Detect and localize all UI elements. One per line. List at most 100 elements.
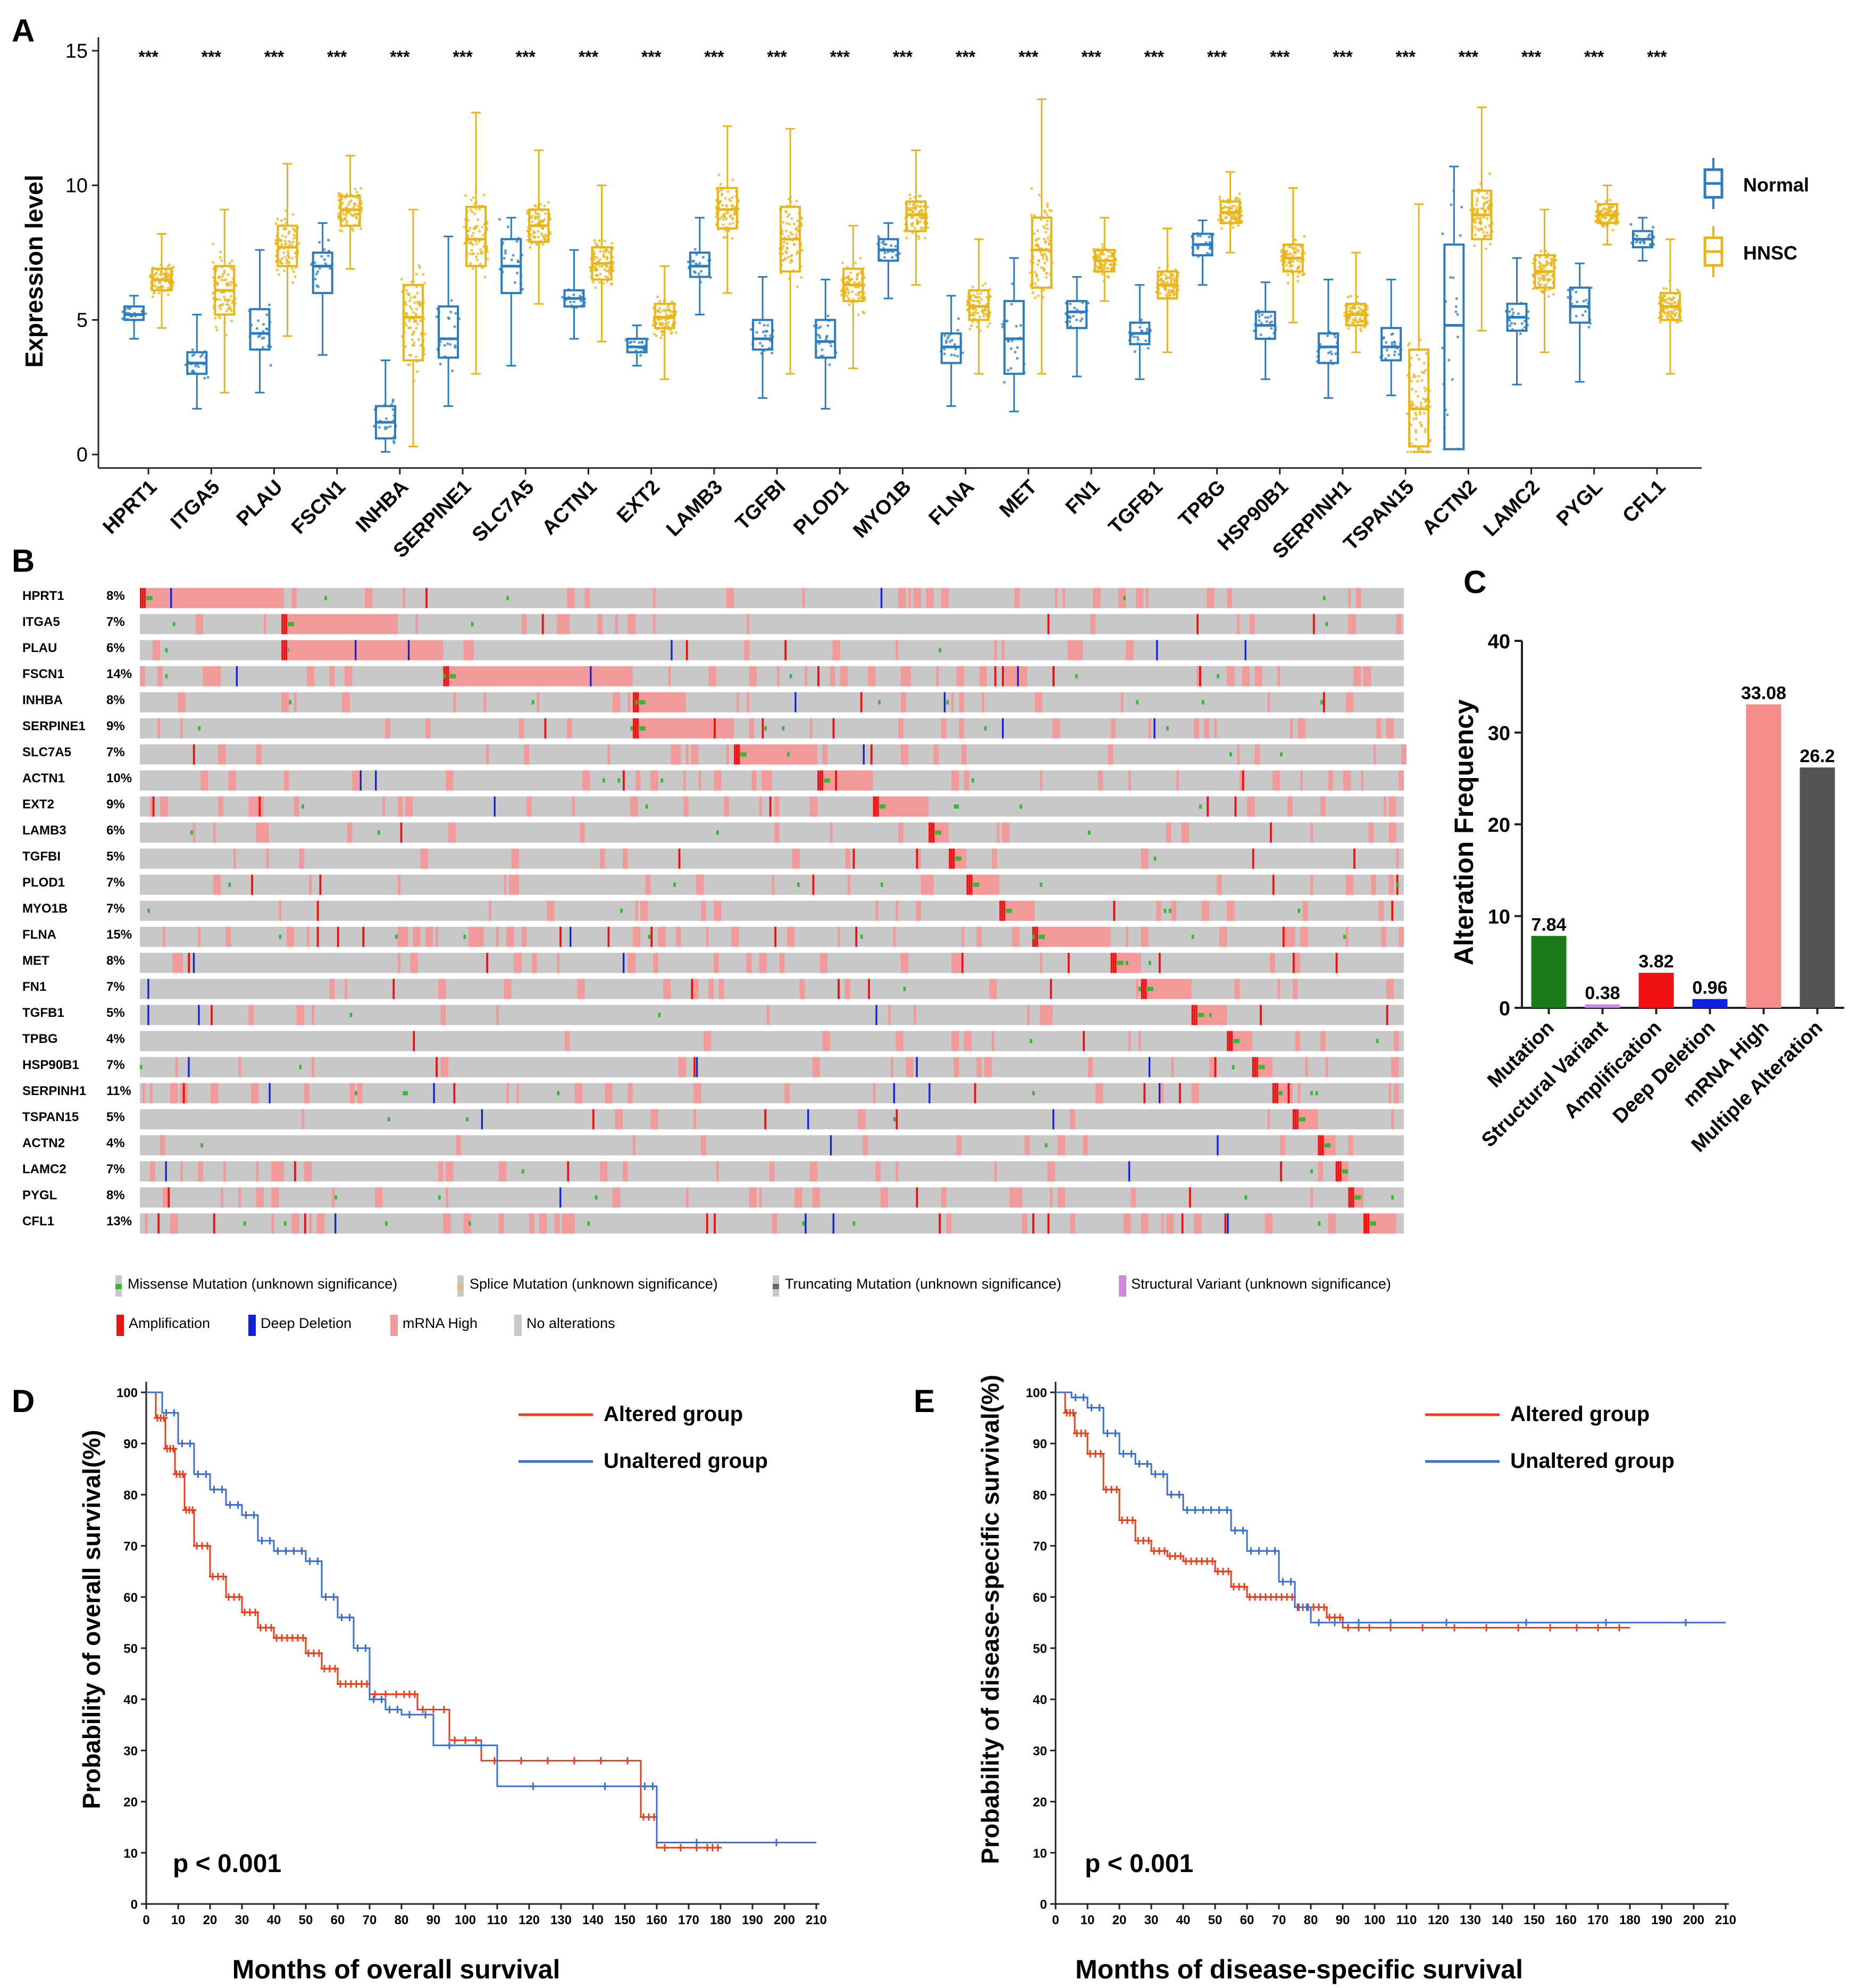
panel-e-legend-unaltered: Unaltered group bbox=[1510, 1449, 1675, 1473]
panel-b-mrna-cell bbox=[178, 692, 186, 713]
panel-a-significance: *** bbox=[1270, 47, 1290, 66]
panel-a-point bbox=[731, 196, 734, 199]
panel-b-amplification bbox=[1214, 1057, 1217, 1077]
D-xtick-label: 150 bbox=[614, 1913, 635, 1927]
panel-a-point bbox=[1159, 291, 1162, 295]
panel-a-point bbox=[1236, 206, 1239, 209]
panel-a-box bbox=[123, 305, 145, 321]
panel-a-box bbox=[249, 308, 271, 351]
panel-a-point bbox=[280, 219, 283, 222]
panel-a-point bbox=[1441, 232, 1444, 236]
panel-b-mrna-cell bbox=[582, 770, 590, 791]
panel-b-mrna-cell bbox=[1052, 718, 1060, 739]
panel-b-amplification bbox=[544, 718, 547, 739]
panel-a-point bbox=[840, 294, 843, 297]
panel-b-mrna-cell bbox=[203, 666, 211, 687]
panel-a-point bbox=[974, 311, 977, 314]
panel-a-point bbox=[530, 233, 533, 237]
panel-a-point bbox=[280, 243, 283, 246]
panel-b-mrna-cell bbox=[832, 640, 840, 661]
panel-b-mrna-cell bbox=[726, 744, 729, 765]
panel-a-point bbox=[1045, 271, 1049, 275]
panel-a-point bbox=[525, 238, 529, 241]
panel-b-missense bbox=[972, 778, 974, 783]
panel-a-point bbox=[603, 239, 606, 243]
D-ytick-label: 20 bbox=[123, 1795, 138, 1810]
panel-a-point bbox=[391, 408, 395, 411]
panel-b-amplification bbox=[1363, 1213, 1366, 1234]
panel-a-point bbox=[785, 246, 789, 249]
panel-b-mrna-cell bbox=[858, 1109, 866, 1130]
E-xtick-label: 130 bbox=[1460, 1913, 1481, 1927]
panel-a-box bbox=[465, 205, 487, 268]
panel-b-percent-label: 7% bbox=[106, 615, 125, 629]
panel-b-mrna-cell bbox=[195, 614, 203, 634]
panel-b-mrna-cell bbox=[382, 796, 386, 817]
panel-a-point bbox=[961, 351, 964, 355]
panel-b-missense bbox=[1148, 960, 1151, 965]
panel-b-row-background bbox=[140, 953, 1404, 973]
panel-a-point bbox=[1610, 206, 1613, 209]
panel-b-gene-label: CFL1 bbox=[22, 1214, 54, 1229]
panel-b-gene-label: SERPINH1 bbox=[22, 1084, 86, 1098]
panel-b-amplification bbox=[928, 822, 931, 843]
panel-b-amplification bbox=[873, 796, 875, 817]
panel-b-amplification bbox=[168, 1187, 170, 1208]
panel-a-point bbox=[1676, 288, 1679, 291]
panel-a-point bbox=[360, 202, 363, 205]
panel-b-amplification bbox=[932, 822, 935, 843]
panel-a-point bbox=[354, 187, 357, 190]
panel-b-missense bbox=[1258, 1065, 1265, 1070]
panel-a-significance: *** bbox=[138, 47, 158, 66]
D-xtick-label: 100 bbox=[455, 1913, 476, 1927]
panel-a-point bbox=[1046, 227, 1049, 230]
panel-b-amplification bbox=[762, 718, 764, 739]
panel-a-point bbox=[792, 243, 796, 246]
panel-b-mrna-cell bbox=[675, 926, 681, 947]
panel-a-point bbox=[471, 253, 474, 256]
panel-b-mrna-cell bbox=[514, 666, 522, 687]
D-censor-mark bbox=[236, 1593, 243, 1601]
panel-b-mrna-cell bbox=[984, 1057, 992, 1077]
D-ytick-label: 80 bbox=[123, 1488, 138, 1502]
panel-a-point bbox=[610, 242, 614, 245]
panel-b-mrna-cell bbox=[397, 953, 400, 973]
panel-a-point bbox=[976, 292, 980, 295]
panel-b-missense bbox=[1232, 1065, 1235, 1070]
panel-b-amplification bbox=[735, 744, 738, 765]
panel-a-point bbox=[288, 256, 291, 260]
panel-a-point bbox=[229, 295, 233, 298]
panel-b-missense bbox=[879, 804, 886, 809]
D-censor-mark bbox=[419, 1706, 426, 1714]
panel-b-amplification bbox=[1340, 1161, 1342, 1182]
panel-b-amplification bbox=[949, 848, 951, 869]
panel-b-mrna-cell bbox=[830, 822, 833, 843]
panel-b-mrna-cell bbox=[951, 770, 959, 791]
panel-b-mrna-cell bbox=[1295, 1031, 1301, 1051]
panel-a-gene-label: LAMB3 bbox=[662, 476, 727, 541]
D-censor-mark bbox=[773, 1839, 780, 1847]
panel-a-point bbox=[1046, 202, 1049, 205]
panel-b-mrna-cell bbox=[653, 614, 656, 634]
panel-a-point bbox=[315, 272, 318, 275]
panel-a-point bbox=[121, 317, 124, 320]
panel-b-mrna-cell bbox=[1191, 1083, 1199, 1104]
panel-a-point bbox=[479, 263, 482, 266]
panel-b-amplification bbox=[633, 718, 635, 739]
panel-b-mrna-cell bbox=[1393, 1083, 1399, 1104]
panel-a-point bbox=[504, 252, 507, 255]
panel-b-percent-label: 7% bbox=[106, 745, 125, 759]
panel-a-point bbox=[978, 301, 981, 304]
E-censor-mark bbox=[1239, 1526, 1247, 1534]
panel-b-mrna-cell bbox=[1310, 874, 1313, 895]
panel-b-gene-label: ACTN2 bbox=[22, 1136, 65, 1150]
panel-b-mrna-cell bbox=[1290, 718, 1293, 739]
panel-b-mrna-cell bbox=[1227, 900, 1235, 921]
panel-a-point bbox=[355, 216, 358, 220]
panel-b-mrna-cell bbox=[180, 1161, 183, 1182]
panel-a-point bbox=[1104, 261, 1108, 264]
panel-a-point bbox=[1258, 319, 1261, 322]
E-xtick-label: 160 bbox=[1555, 1913, 1577, 1927]
panel-a-point bbox=[891, 256, 894, 259]
panel-b-percent-label: 8% bbox=[106, 1188, 125, 1202]
